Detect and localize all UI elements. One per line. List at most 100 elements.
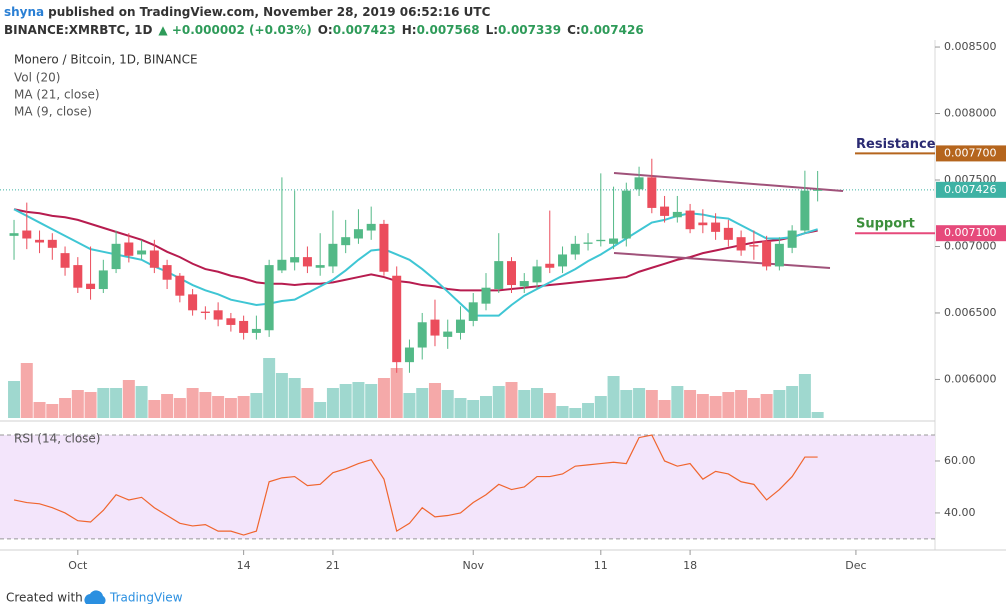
volume-bar xyxy=(416,388,429,418)
volume-bar xyxy=(97,388,110,418)
candle-body xyxy=(609,238,619,244)
price-badge xyxy=(936,181,1006,198)
candle-body xyxy=(443,331,453,337)
volume-bar xyxy=(518,390,531,418)
volume-bar xyxy=(786,386,799,418)
volume-bar xyxy=(441,390,454,418)
candle-body xyxy=(545,263,555,268)
y-tick-label: 60.00 xyxy=(944,454,976,467)
volume-bar xyxy=(148,400,161,418)
candle-body xyxy=(302,257,312,267)
candle-body xyxy=(468,302,478,321)
candle-body xyxy=(762,241,772,267)
volume-bar xyxy=(161,394,174,418)
candle-body xyxy=(417,322,427,348)
volume-bar xyxy=(658,400,671,418)
candle-body xyxy=(672,211,682,218)
volume-bar xyxy=(747,398,760,418)
volume-bar xyxy=(735,390,748,418)
header-line: shyna published on TradingView.com, Novem… xyxy=(4,5,491,19)
candle-body xyxy=(404,347,414,363)
candle-body xyxy=(532,266,542,283)
price-level-name: Resistance xyxy=(856,137,936,152)
candle-body xyxy=(200,311,210,313)
price-badge xyxy=(936,145,1006,162)
candle-body xyxy=(149,250,159,268)
volume-bar xyxy=(59,398,72,418)
x-tick-label: 18 xyxy=(683,559,697,572)
candle-body xyxy=(621,190,631,239)
author[interactable]: shyna xyxy=(4,5,44,19)
volume-bar xyxy=(33,402,46,418)
volume-bar xyxy=(569,408,582,418)
volume-bar xyxy=(377,378,390,418)
volume-bar xyxy=(186,388,199,418)
candle-body xyxy=(73,265,83,288)
candle-body xyxy=(22,230,32,239)
footer-brand[interactable]: TradingView xyxy=(109,591,183,605)
published: published on TradingView.com, November 2… xyxy=(48,5,490,19)
candle-body xyxy=(328,243,338,267)
volume-bar xyxy=(798,374,811,418)
candle-body xyxy=(583,242,593,244)
candle-body xyxy=(315,265,325,268)
candle-body xyxy=(366,223,376,231)
candle-body xyxy=(213,310,223,320)
candle-body xyxy=(86,283,96,290)
y-tick-label: 0.006000 xyxy=(944,372,997,385)
volume-bar xyxy=(314,402,327,418)
volume-bar xyxy=(760,394,773,418)
candle-body xyxy=(787,230,797,248)
candle-body xyxy=(264,265,274,331)
candle-body xyxy=(634,177,644,190)
volume-bar xyxy=(263,358,276,418)
candle-body xyxy=(98,270,108,290)
support-trendline xyxy=(613,252,831,269)
candle-body xyxy=(813,189,823,191)
candle-body xyxy=(660,206,670,216)
volume-bar xyxy=(390,368,403,418)
volume-bar xyxy=(46,404,59,418)
volume-bar xyxy=(467,400,480,418)
ohlc-value: 0.007423 xyxy=(333,23,396,37)
volume-bar xyxy=(479,396,492,418)
rsi-line xyxy=(13,434,818,536)
volume-bar xyxy=(671,386,684,418)
candle-body xyxy=(251,328,261,333)
volume-bar xyxy=(620,390,633,418)
candle-body xyxy=(60,253,70,268)
volume-pane xyxy=(8,358,824,418)
symbol: BINANCE:XMRBTC, 1D xyxy=(4,23,152,37)
x-tick-label: Oct xyxy=(68,559,88,572)
volume-bar xyxy=(301,388,314,418)
candle-body xyxy=(749,245,759,247)
price-level-name: Support xyxy=(856,217,915,232)
price-badge-label: 0.007100 xyxy=(944,226,997,239)
candle-body xyxy=(711,222,721,232)
volume-bar xyxy=(454,398,467,418)
logo xyxy=(84,590,106,604)
candle-body xyxy=(570,243,580,255)
volume-bar xyxy=(173,398,186,418)
candle-body xyxy=(392,275,402,363)
volume-bar xyxy=(71,390,84,418)
candle-body xyxy=(35,239,45,243)
volume-bar xyxy=(84,392,97,418)
candle-body xyxy=(596,239,606,242)
candle-body xyxy=(353,229,363,239)
candle-body xyxy=(341,237,351,246)
candles xyxy=(9,158,823,373)
volume-bar xyxy=(403,393,416,418)
candle-body xyxy=(9,233,19,236)
legend-item: Vol (20) xyxy=(14,71,60,85)
volume-bar xyxy=(684,390,697,418)
volume-bar xyxy=(288,378,301,418)
candle-body xyxy=(111,243,121,270)
volume-bar xyxy=(8,381,21,418)
candle-body xyxy=(290,257,300,263)
volume-bar xyxy=(811,412,824,418)
change: ▲ +0.000002 (+0.03%) xyxy=(158,23,311,37)
ohlc-value: 0.007426 xyxy=(581,23,644,37)
candle-body xyxy=(698,222,708,226)
candle-body xyxy=(481,287,491,304)
